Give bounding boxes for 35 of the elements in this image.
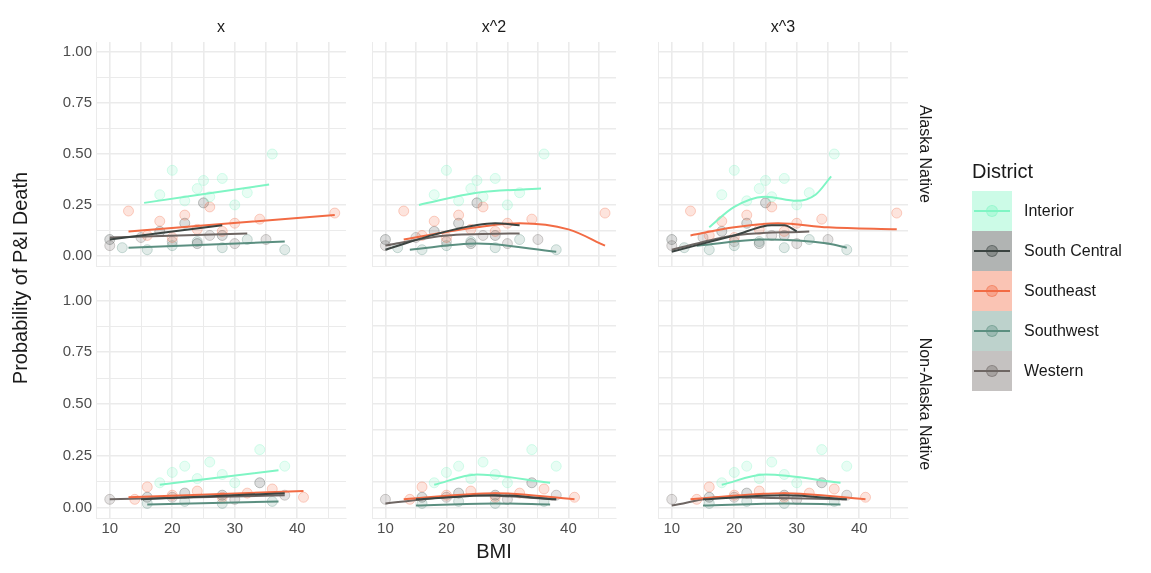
x-tick-label: 20 [725, 519, 743, 537]
y-tick-label: 0.00 [62, 245, 92, 263]
y-tick-label: 0.25 [62, 195, 92, 213]
text: Alaska Native [916, 105, 934, 204]
y-tick-label: 0.75 [62, 342, 92, 360]
y-tick-label: 0.50 [62, 394, 92, 412]
x-tick-label: 40 [560, 519, 577, 537]
x-tick-label: 20 [163, 519, 181, 537]
legend-label: Western [1024, 362, 1084, 380]
legend-label: South Central [1024, 242, 1122, 260]
y-tick-label: 1.00 [62, 42, 92, 60]
x-tick-label: 40 [850, 519, 868, 537]
x-tick-label: 10 [377, 519, 394, 537]
x-tick-label: 30 [226, 519, 244, 537]
chart-title: x [217, 18, 225, 36]
chart-title: x^2 [481, 18, 507, 36]
x-tick-label: 20 [438, 519, 455, 537]
chart-title: x^3 [770, 18, 796, 36]
x-tick-label: 30 [499, 519, 516, 537]
x-axis-title: BMI [476, 540, 512, 563]
x-tick-label: 10 [101, 519, 119, 537]
y-tick-label: 0.50 [62, 144, 92, 162]
y-axis-title: Probability of P&I Death [8, 171, 32, 385]
legend-label: Southwest [1024, 322, 1099, 340]
legend-label: Southeast [1024, 282, 1097, 300]
legend-label: Interior [1024, 202, 1074, 220]
x-tick-label: 30 [788, 519, 806, 537]
text: Non-Alaska Native [916, 337, 934, 471]
legend-title: District [972, 160, 1035, 183]
y-tick-label: 0.00 [62, 497, 92, 515]
y-tick-label: 1.00 [62, 290, 92, 308]
x-tick-label: 10 [663, 519, 681, 537]
y-tick-label: 0.75 [62, 93, 92, 111]
x-tick-label: 40 [288, 519, 306, 537]
y-tick-label: 0.25 [62, 445, 92, 463]
